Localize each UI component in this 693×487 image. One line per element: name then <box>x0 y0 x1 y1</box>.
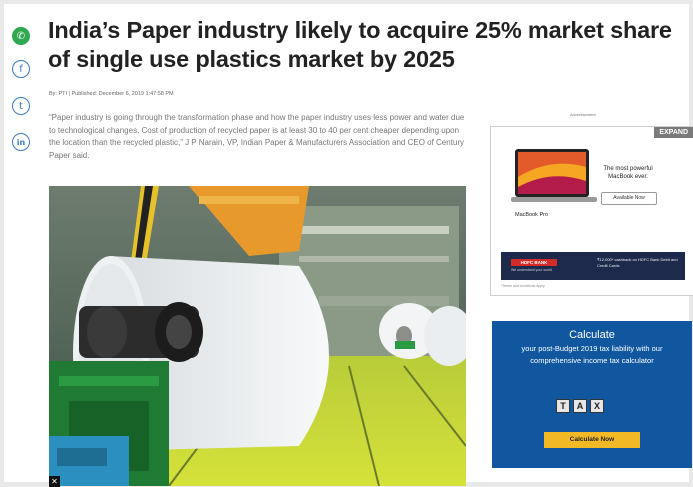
macbook-brand: MacBook Pro <box>515 212 549 218</box>
page: ✆ f t in India’s Paper industry likely t… <box>4 4 693 487</box>
tax-tile: A <box>573 399 587 413</box>
twitter-icon: t <box>19 100 23 112</box>
linkedin-share-button[interactable]: in <box>12 133 30 151</box>
article-byline: By: PTI | Published: December 6, 2019 1:… <box>49 91 174 97</box>
hdfc-offer-text: ₹12,000* cashback on HDFC Bank Debit and… <box>597 257 678 268</box>
tax-calculator-ad[interactable]: Calculate your post-Budget 2019 tax liab… <box>492 321 692 468</box>
expand-button[interactable]: EXPAND <box>654 127 693 138</box>
hdfc-subline: We understand your world <box>511 268 552 272</box>
article-headline: India’s Paper industry likely to acquire… <box>48 17 672 72</box>
twitter-share-button[interactable]: t <box>12 97 30 115</box>
hdfc-logo: HDFC BANK <box>511 259 557 266</box>
whatsapp-icon: ✆ <box>16 30 26 42</box>
calc-ad-title: Calculate <box>569 329 615 341</box>
tax-tile: T <box>556 399 570 413</box>
ad-footnote: *Terms and conditions apply <box>501 284 545 288</box>
tax-tile: X <box>590 399 604 413</box>
facebook-icon: f <box>19 63 23 75</box>
article-photo <box>49 186 466 486</box>
facebook-share-button[interactable]: f <box>12 60 30 78</box>
advertisement-label: Advertisement <box>570 112 596 117</box>
article-lead-paragraph: “Paper industry is going through the tra… <box>49 113 465 160</box>
calc-ad-text: your post-Budget 2019 tax liability with… <box>521 344 663 365</box>
available-now-button[interactable]: Available Now <box>601 192 657 205</box>
hdfc-banner[interactable]: HDFC BANK We understand your world ₹12,0… <box>501 252 685 280</box>
tax-tiles: T A X <box>556 399 604 413</box>
macbook-tagline: The most powerful MacBook ever. <box>603 166 653 180</box>
calculate-now-button[interactable]: Calculate Now <box>544 432 640 448</box>
macbook-laptop-image <box>511 147 597 205</box>
close-icon[interactable]: ✕ <box>49 476 60 487</box>
linkedin-icon: in <box>16 137 26 147</box>
whatsapp-share-button[interactable]: ✆ <box>12 27 30 45</box>
macbook-ad[interactable]: EXPAND MacBook Pro The most powerful Mac… <box>490 126 693 296</box>
